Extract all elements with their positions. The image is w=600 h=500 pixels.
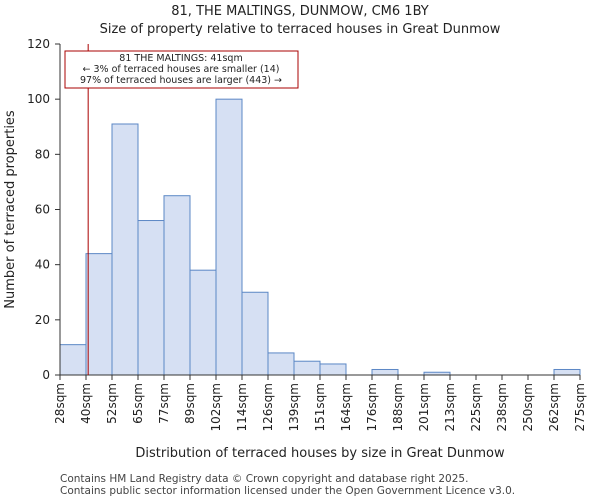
x-tick-label: 102sqm — [209, 383, 223, 431]
bars-group — [59, 98, 581, 376]
annotation-box: 81 THE MALTINGS: 41sqm ← 3% of terraced … — [64, 50, 299, 89]
x-tick-label: 89sqm — [183, 383, 197, 424]
footer-copyright: Contains HM Land Registry data © Crown c… — [60, 473, 469, 485]
x-tick-label: 250sqm — [521, 383, 535, 431]
bar-114sqm — [241, 291, 269, 376]
y-tick-label: 0 — [42, 368, 50, 382]
y-axis-label: Number of terraced properties — [3, 110, 18, 309]
y-tick-label: 20 — [35, 313, 50, 327]
bar-262sqm — [553, 368, 581, 376]
bar-28sqm — [59, 344, 87, 376]
x-axis-label: Distribution of terraced houses by size … — [135, 446, 505, 461]
x-axis: 28sqm 40sqm 52sqm 65sqm 77sqm 89sqm 102sqm 114s… — [53, 375, 587, 431]
x-tick-label: 275sqm — [573, 383, 587, 431]
x-tick-label: 77sqm — [157, 383, 171, 424]
annotation-line-3: 97% of terraced houses are larger (443) … — [80, 75, 282, 86]
y-tick-label: 80 — [35, 147, 50, 161]
x-tick-label: 28sqm — [53, 383, 67, 424]
y-tick-label: 120 — [27, 37, 50, 51]
x-tick-label: 213sqm — [443, 383, 457, 431]
x-tick-label: 238sqm — [495, 383, 509, 431]
bar-176sqm — [371, 368, 399, 376]
x-tick-label: 40sqm — [79, 383, 93, 424]
x-tick-label: 225sqm — [469, 383, 483, 431]
y-tick-label: 60 — [35, 203, 50, 217]
y-tick-label: 100 — [27, 92, 50, 106]
bar-40sqm — [85, 253, 113, 376]
bar-151sqm — [319, 363, 347, 376]
chart-subtitle: Size of property relative to terraced ho… — [99, 22, 501, 37]
x-tick-label: 164sqm — [339, 383, 353, 431]
bar-65sqm — [137, 220, 165, 376]
x-tick-label: 114sqm — [235, 383, 249, 431]
y-tick-label: 40 — [35, 258, 50, 272]
bar-77sqm — [163, 195, 191, 376]
bar-89sqm — [189, 269, 217, 376]
y-axis: 0 20 40 60 80 100 120 — [27, 37, 60, 382]
annotation-line-1: 81 THE MALTINGS: 41sqm — [119, 53, 242, 64]
x-tick-label: 52sqm — [105, 383, 119, 424]
x-tick-label: 65sqm — [131, 383, 145, 424]
x-tick-label: 151sqm — [313, 383, 327, 431]
x-tick-label: 139sqm — [287, 383, 301, 431]
x-tick-label: 201sqm — [417, 383, 431, 431]
chart: 0 20 40 60 80 100 120 28sqm 40sqm 52sqm 65sqm 77sq… — [3, 37, 587, 461]
bar-102sqm — [215, 98, 243, 376]
footer-licence: Contains public sector information licen… — [60, 485, 516, 497]
x-tick-label: 126sqm — [261, 383, 275, 431]
chart-title: 81, THE MALTINGS, DUNMOW, CM6 1BY — [171, 4, 429, 19]
x-tick-label: 262sqm — [547, 383, 561, 431]
bar-126sqm — [267, 352, 295, 376]
x-tick-label: 176sqm — [365, 383, 379, 431]
bar-139sqm — [293, 360, 321, 376]
x-tick-label: 188sqm — [391, 383, 405, 431]
annotation-line-2: ← 3% of terraced houses are smaller (14) — [83, 64, 280, 75]
bar-52sqm — [111, 123, 139, 376]
annotation-rect — [64, 50, 299, 89]
